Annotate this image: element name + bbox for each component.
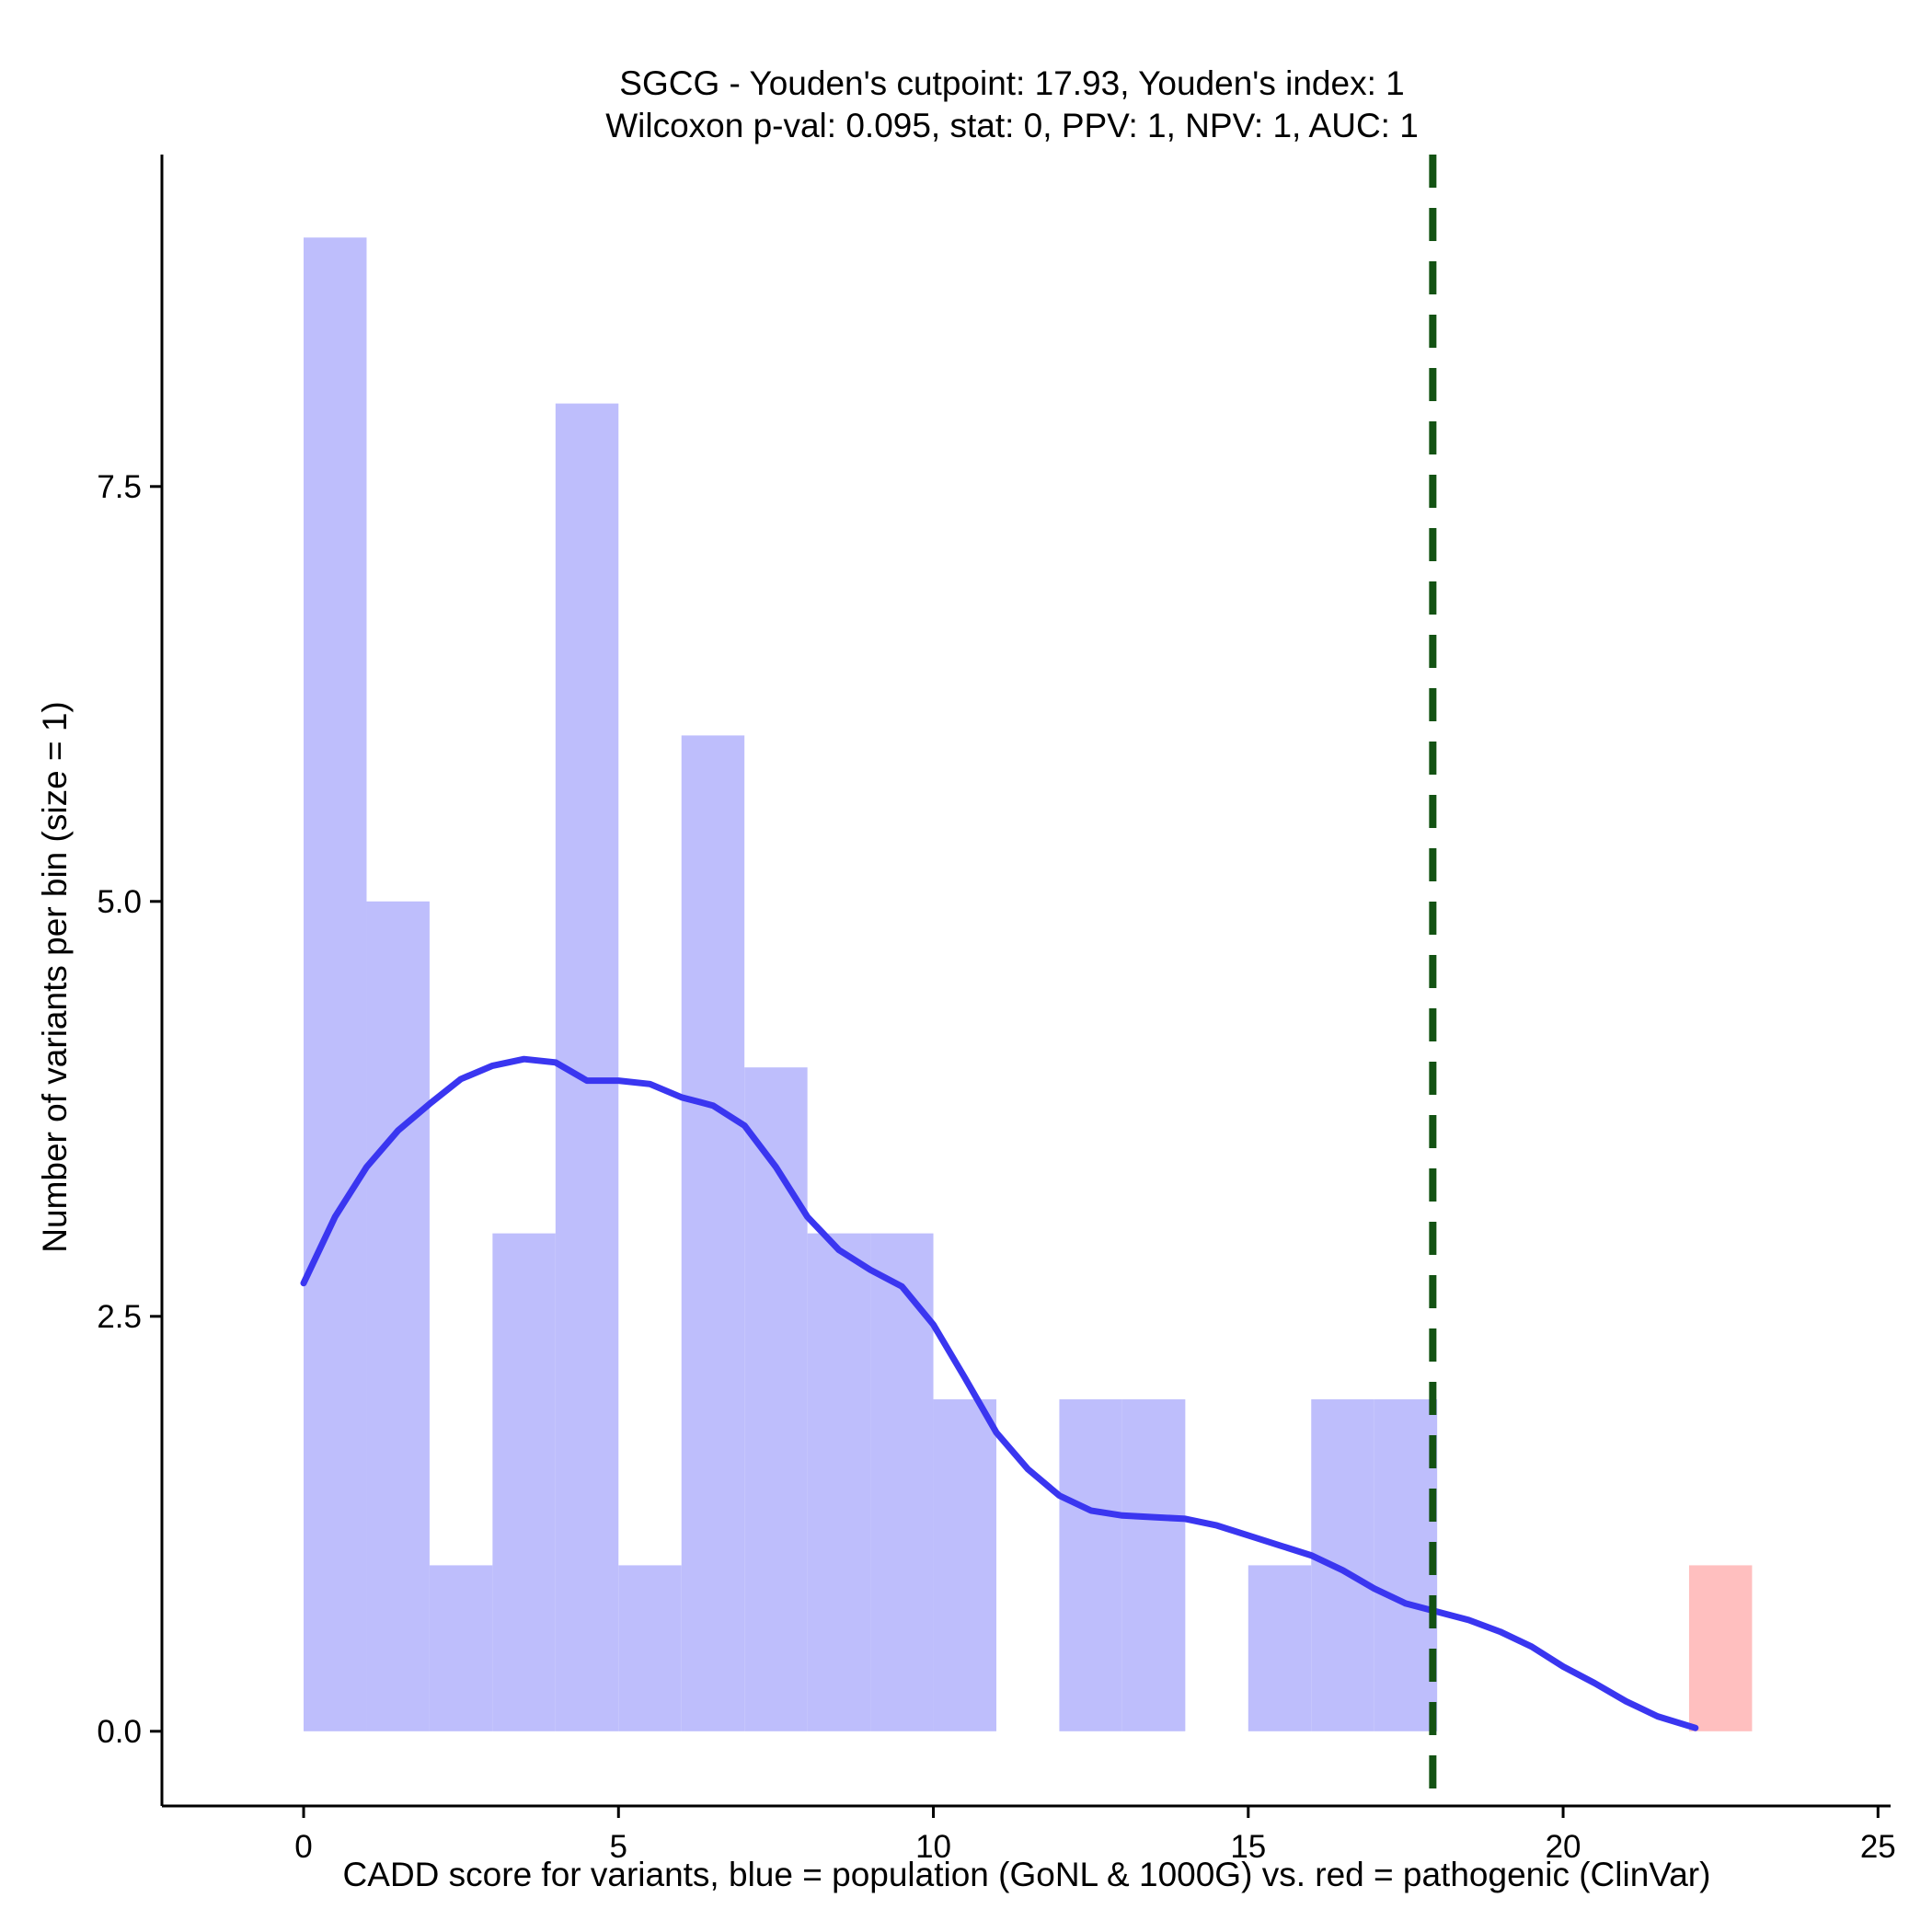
- population-bar-1: [366, 901, 430, 1731]
- x-tick-label-0: 0: [294, 1829, 312, 1865]
- population-bar-13: [1248, 1565, 1312, 1731]
- x-ticks: 0 5 10 15 20 25: [294, 1806, 1896, 1865]
- axes-layer: [160, 155, 1891, 1808]
- population-bar-3: [492, 1233, 556, 1731]
- density-curve: [300, 1055, 1699, 1731]
- population-bar-11: [1059, 1399, 1122, 1731]
- x-axis-label: CADD score for variants, blue = populati…: [343, 1856, 1711, 1893]
- population-bar-14: [1311, 1399, 1374, 1731]
- y-tick-label-2: 5.0: [97, 884, 142, 920]
- y-tick-label-0: 0.0: [97, 1714, 142, 1750]
- y-axis-label: Number of variants per bin (size = 1): [36, 701, 74, 1252]
- chart-title-line-1: SGCG - Youden's cutpoint: 17.93, Youden'…: [619, 64, 1404, 102]
- y-tick-label-1: 2.5: [97, 1299, 142, 1335]
- population-bar-15: [1374, 1399, 1438, 1731]
- population-bars: [304, 237, 1438, 1731]
- chart-title-line-2: Wilcoxon p-val: 0.095, stat: 0, PPV: 1, …: [605, 107, 1419, 144]
- x-tick-label-3: 15: [1230, 1829, 1266, 1865]
- population-bar-10: [933, 1399, 996, 1731]
- population-bar-0: [304, 237, 367, 1731]
- density-curve-layer: [300, 1055, 1699, 1731]
- x-tick-label-5: 25: [1860, 1829, 1896, 1865]
- x-tick-label-1: 5: [610, 1829, 627, 1865]
- population-bar-7: [744, 1067, 808, 1731]
- y-ticks: 0.0 2.5 5.0 7.5: [97, 469, 162, 1750]
- population-bar-9: [870, 1233, 934, 1731]
- x-tick-label-4: 20: [1546, 1829, 1581, 1865]
- population-bar-12: [1121, 1399, 1186, 1731]
- pathogenic-bars: [1688, 1565, 1753, 1731]
- population-bar-2: [429, 1565, 493, 1731]
- population-bar-5: [618, 1565, 682, 1731]
- y-tick-label-3: 7.5: [97, 469, 142, 505]
- population-bar-8: [807, 1233, 871, 1731]
- pathogenic-bar-0: [1688, 1565, 1753, 1731]
- population-bar-6: [681, 735, 745, 1731]
- x-tick-label-2: 10: [915, 1829, 951, 1865]
